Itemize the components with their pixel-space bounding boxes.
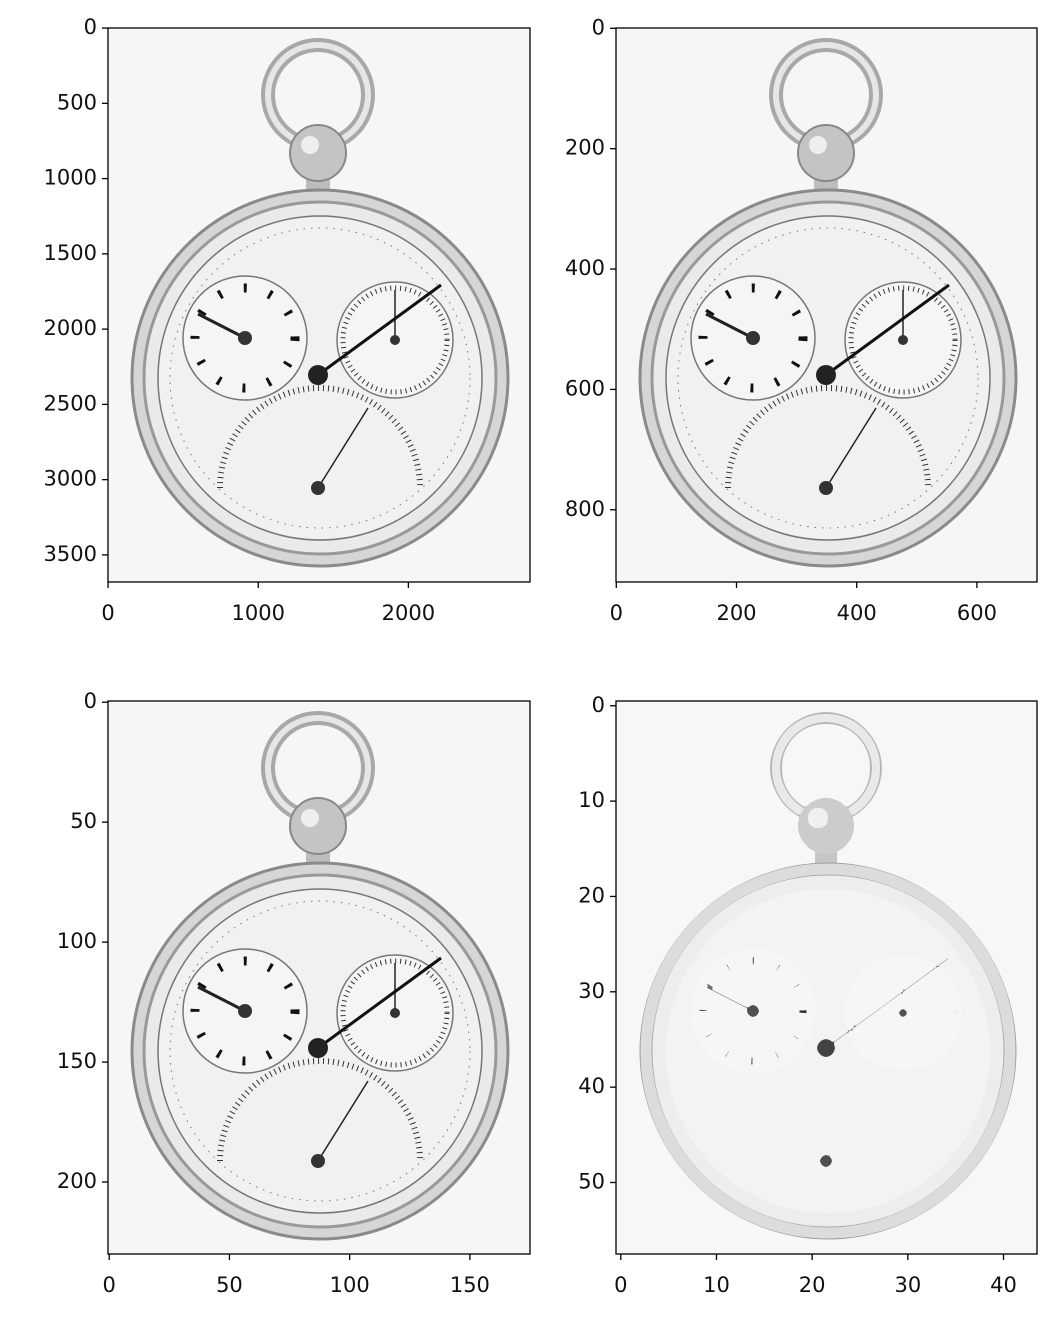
x-tick-label: 2000 bbox=[382, 601, 435, 625]
y-tick-label: 100 bbox=[57, 929, 97, 953]
x-tick-label: 50 bbox=[216, 1273, 243, 1297]
x-tick-label: 0 bbox=[103, 1273, 116, 1297]
axes-frame bbox=[107, 27, 531, 583]
x-tick-label: 40 bbox=[990, 1273, 1017, 1297]
axes: 0 1000 2000 0 500 1000 1500 2000 2500 3000 3500 bbox=[44, 15, 530, 625]
y-tick-label: 500 bbox=[57, 90, 97, 114]
image bbox=[108, 28, 530, 582]
y-tick-label: 400 bbox=[565, 256, 605, 280]
axes: 0 200 400 600 0 200 400 600 800 bbox=[565, 15, 1038, 625]
axes: 0 50 100 150 0 50 100 150 200 bbox=[57, 689, 530, 1297]
y-tick-label: 0 bbox=[84, 15, 97, 39]
y-tick-label: 3500 bbox=[44, 542, 97, 566]
image bbox=[616, 28, 1038, 582]
axes-frame bbox=[107, 700, 531, 1255]
y-tick-label: 30 bbox=[578, 979, 605, 1003]
y-tick-label: 50 bbox=[578, 1169, 605, 1193]
x-tick-label: 150 bbox=[450, 1273, 490, 1297]
image bbox=[616, 701, 1038, 1255]
y-tick-label: 50 bbox=[70, 809, 97, 833]
x-tick-label: 100 bbox=[330, 1273, 370, 1297]
x-tick-label: 0 bbox=[614, 1273, 627, 1297]
y-tick-label: 10 bbox=[578, 788, 605, 812]
x-tick-label: 1000 bbox=[231, 601, 284, 625]
x-tick-label: 200 bbox=[716, 601, 756, 625]
axes-frame bbox=[615, 700, 1038, 1255]
image bbox=[108, 701, 530, 1255]
x-tick-label: 0 bbox=[610, 601, 623, 625]
y-tick-label: 0 bbox=[592, 693, 605, 717]
y-tick-label: 40 bbox=[578, 1074, 605, 1098]
x-tick-label: 20 bbox=[799, 1273, 826, 1297]
y-tick-label: 0 bbox=[592, 15, 605, 39]
y-tick-label: 20 bbox=[578, 883, 605, 907]
x-tick-label: 400 bbox=[837, 601, 877, 625]
x-tick-label: 30 bbox=[894, 1273, 921, 1297]
y-tick-label: 800 bbox=[565, 497, 605, 521]
y-tick-label: 2000 bbox=[44, 316, 97, 340]
x-tick-label: 0 bbox=[101, 601, 114, 625]
x-tick-label: 10 bbox=[703, 1273, 730, 1297]
y-tick-label: 200 bbox=[57, 1169, 97, 1193]
y-tick-label: 600 bbox=[565, 376, 605, 400]
y-tick-label: 150 bbox=[57, 1049, 97, 1073]
y-tick-label: 0 bbox=[84, 689, 97, 713]
axes-frame bbox=[615, 27, 1038, 583]
y-tick-label: 1500 bbox=[44, 241, 97, 265]
y-tick-label: 2500 bbox=[44, 391, 97, 415]
y-tick-label: 3000 bbox=[44, 467, 97, 491]
axes: 0 10 20 30 40 0 10 20 30 40 50 bbox=[578, 693, 1038, 1297]
y-tick-label: 1000 bbox=[44, 166, 97, 190]
x-tick-label: 600 bbox=[957, 601, 997, 625]
y-tick-label: 200 bbox=[565, 136, 605, 160]
